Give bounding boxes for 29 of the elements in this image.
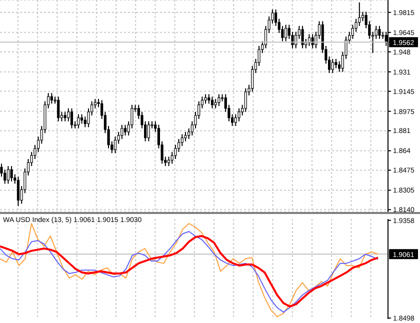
candlestick (67, 108, 70, 122)
candlestick (6, 166, 10, 184)
candlestick (167, 156, 170, 167)
candlestick (378, 25, 381, 40)
candlestick (50, 92, 53, 104)
candlestick (147, 120, 150, 142)
candlestick (64, 111, 66, 122)
candlestick (334, 58, 338, 69)
candlestick (124, 124, 127, 136)
candlestick (80, 114, 84, 124)
candlestick (214, 98, 217, 109)
candlestick (238, 108, 240, 122)
candlestick (284, 24, 288, 42)
candlestick (244, 88, 247, 112)
candlestick (10, 166, 13, 182)
candlestick (218, 94, 220, 106)
candlestick (77, 114, 80, 129)
candlestick (184, 131, 187, 142)
candlestick (311, 34, 314, 49)
candlestick (57, 96, 60, 122)
candlestick (70, 108, 74, 129)
candlestick (210, 96, 214, 109)
candlestick (204, 94, 207, 104)
candlestick (16, 176, 20, 207)
candlestick (208, 94, 210, 104)
candlestick (301, 25, 304, 49)
candlestick (120, 124, 124, 140)
candlestick (331, 58, 334, 74)
candlestick (114, 136, 117, 154)
